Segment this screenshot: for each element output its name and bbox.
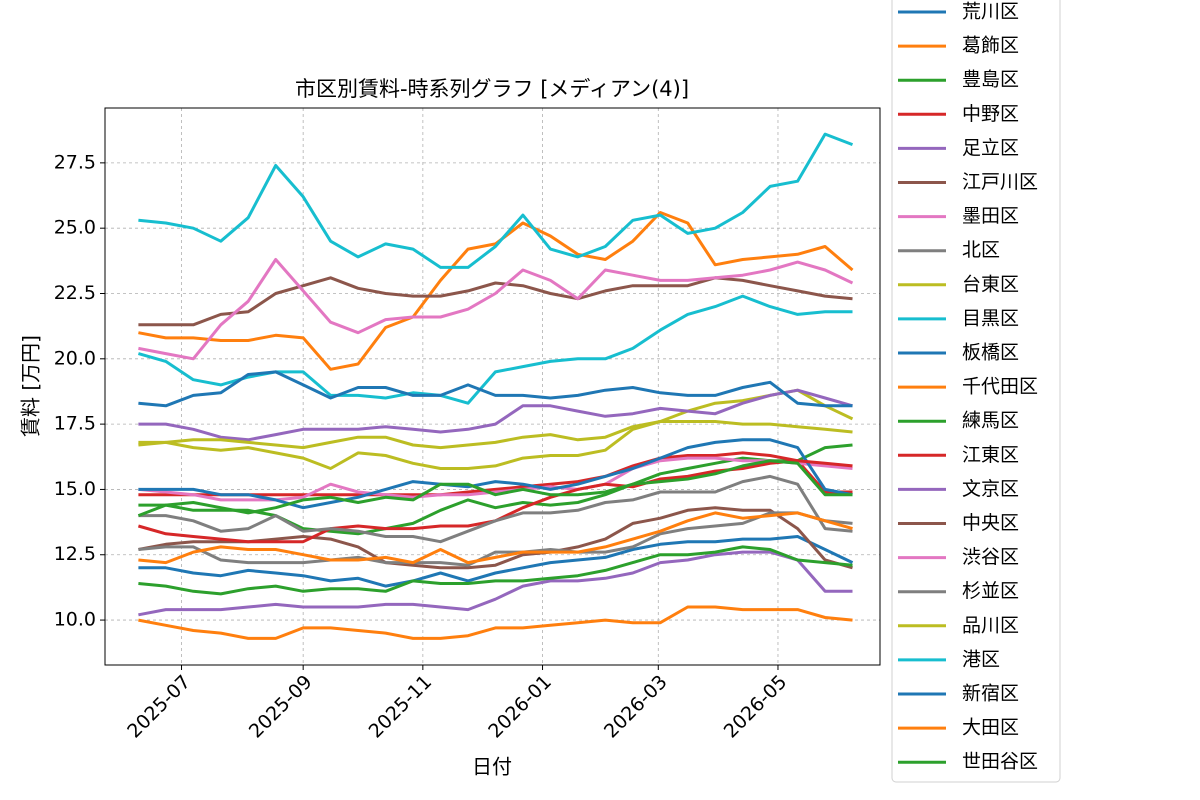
legend-label: 板橋区	[962, 342, 1019, 364]
series-line	[138, 535, 854, 588]
legend-label: 新宿区	[962, 683, 1019, 705]
y-axis-label: 賃料 [万円]	[19, 335, 43, 437]
series-line	[138, 511, 853, 565]
x-axis-label: 日付	[472, 755, 512, 779]
chart-title: 市区別賃料-時系列グラフ [メディアン(4)]	[295, 77, 689, 101]
legend-label: 江戸川区	[962, 171, 1038, 193]
legend-label: 目黒区	[962, 307, 1019, 329]
y-tick-label: 12.5	[54, 543, 96, 565]
legend-label: 渋谷区	[962, 546, 1019, 568]
series-line	[138, 545, 853, 596]
legend-label: 足立区	[962, 137, 1019, 159]
series-line	[138, 211, 854, 371]
legend-label: 江東区	[962, 444, 1019, 466]
series-line	[138, 132, 854, 269]
y-tick-label: 22.5	[54, 282, 96, 304]
series-line	[138, 456, 853, 502]
legend-label: 千代田区	[962, 376, 1038, 398]
legend-frame	[891, 0, 1061, 783]
legend-label: 世田谷区	[962, 751, 1038, 773]
series-line	[138, 388, 854, 470]
legend-label: 台東区	[962, 273, 1019, 295]
series-line	[138, 370, 853, 408]
y-tick-label: 15.0	[54, 478, 96, 500]
series-line	[137, 294, 853, 405]
lines	[137, 132, 854, 640]
legend-label: 中野区	[962, 103, 1019, 125]
legend-label: 大田区	[962, 717, 1019, 739]
series-line	[138, 451, 853, 497]
legend-label: 北区	[962, 239, 1000, 261]
y-tick-label: 10.0	[54, 609, 96, 631]
legend-label: 葛飾区	[962, 35, 1019, 57]
y-tick-label: 27.5	[54, 151, 96, 173]
legend-label: 杉並区	[962, 580, 1019, 602]
series-line	[138, 550, 853, 617]
series-line	[138, 438, 853, 510]
series-line	[138, 511, 853, 567]
legend-label: 練馬区	[962, 410, 1019, 432]
series-line	[138, 474, 853, 544]
legend-label: 文京区	[962, 478, 1019, 500]
legend-label: 中央区	[962, 512, 1019, 534]
y-tick-label: 25.0	[54, 217, 96, 239]
series-line	[138, 605, 853, 640]
legend-label: 荒川区	[962, 1, 1019, 23]
plot-frame	[104, 107, 881, 666]
series-line	[138, 420, 853, 450]
y-tick-label: 17.5	[54, 413, 96, 435]
y-tick-label: 20.0	[54, 347, 96, 369]
series-line	[138, 388, 853, 442]
legend-label: 港区	[962, 648, 1000, 670]
legend-label: 品川区	[962, 614, 1019, 636]
series-line	[138, 258, 854, 361]
series-line	[137, 459, 853, 518]
legend-label: 墨田区	[962, 205, 1019, 227]
series-line	[138, 276, 853, 327]
legend-label: 豊島区	[962, 69, 1019, 91]
